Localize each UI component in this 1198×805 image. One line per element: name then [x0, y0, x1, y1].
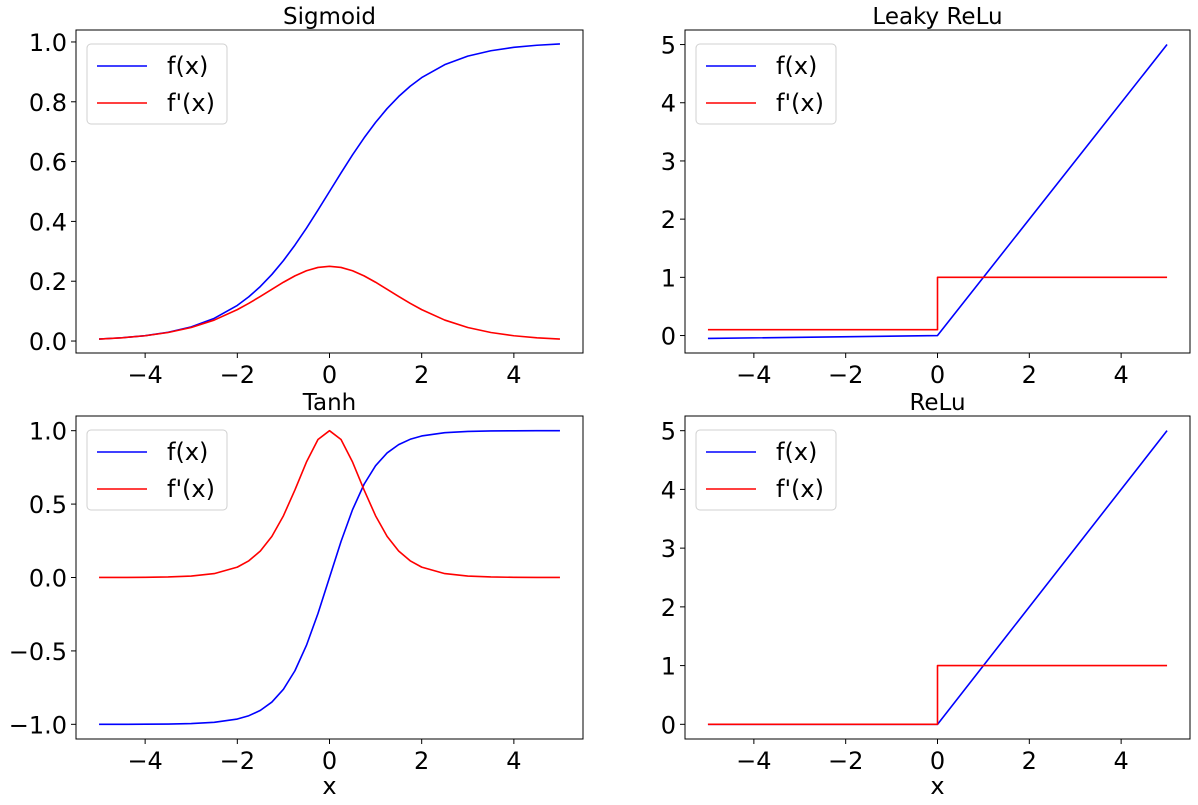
leaky-relu-y-tick-label: 4 — [661, 90, 676, 118]
tanh-series-f-x-line — [99, 429, 560, 726]
tanh-legend-label-f-x: f'(x) — [167, 475, 215, 503]
leaky-relu-legend-box — [695, 43, 837, 125]
leaky-relu-y-tick-label: 1 — [661, 264, 676, 292]
sigmoid-title: Sigmoid — [283, 4, 376, 30]
tanh-x-tick-label: −4 — [127, 747, 162, 775]
relu-legend-label-f-x: f(x) — [776, 438, 817, 466]
relu-legend-box — [695, 429, 837, 511]
leaky-relu-title: Leaky ReLu — [872, 4, 1002, 30]
tanh-y-tick-label: 0.0 — [29, 565, 67, 593]
leaky-relu-y-tick-label: 2 — [661, 206, 676, 234]
relu-y-tick-label: 0 — [661, 711, 676, 739]
tanh-series-f-x-line — [99, 429, 560, 579]
tanh-legend-label-f-x: f(x) — [167, 438, 208, 466]
sigmoid-legend-label-f-x: f(x) — [167, 52, 208, 80]
sigmoid-y-tick-label: 0.8 — [29, 89, 67, 117]
tanh-x-tick-label: 0 — [322, 747, 337, 775]
tanh-y-tick-label: −1.0 — [9, 711, 67, 739]
leaky-relu-legend-label-f-x: f(x) — [776, 52, 817, 80]
relu-x-tick-label: −4 — [736, 747, 771, 775]
relu-legend-label-f-x: f'(x) — [776, 475, 824, 503]
tanh-x-tick-label: −2 — [220, 747, 255, 775]
relu-series-f-x-line — [707, 664, 1168, 726]
leaky-relu-y-tick-label: 0 — [661, 323, 676, 351]
tanh-y-tick-label: 0.5 — [29, 491, 67, 519]
leaky-relu-x-tick-label: −2 — [828, 361, 863, 389]
relu-chart: ReLu −4 −2 0 2 4 0 1 2 3 4 5 x f(x) f'(x) — [661, 390, 1191, 800]
leaky-relu-legend: f(x) f'(x) — [695, 43, 837, 125]
tanh-legend: f(x) f'(x) — [86, 429, 228, 511]
relu-x-tick-label: 2 — [1022, 747, 1037, 775]
leaky-relu-y-tick-label: 5 — [661, 32, 676, 60]
sigmoid-x-tick-label: −4 — [127, 361, 162, 389]
sigmoid-chart: Sigmoid −4 −2 0 2 4 0.0 0.2 0.4 0.6 0.8 1.0 f(x) f'(x… — [29, 4, 584, 389]
leaky-relu-x-tick-label: 2 — [1022, 361, 1037, 389]
relu-legend: f(x) f'(x) — [695, 429, 837, 511]
leaky-relu-x-tick-label: −4 — [736, 361, 771, 389]
sigmoid-y-tick-label: 0.4 — [29, 208, 67, 236]
tanh-y-tick-label: −0.5 — [9, 638, 67, 666]
relu-x-tick-label: 4 — [1113, 747, 1128, 775]
sigmoid-x-tick-label: −2 — [220, 361, 255, 389]
sigmoid-y-tick-label: 1.0 — [29, 29, 67, 57]
tanh-x-axis-label: x — [322, 772, 336, 800]
tanh-title: Tanh — [302, 390, 357, 416]
leaky-relu-y-tick-label: 3 — [661, 148, 676, 176]
leaky-relu-x-tick-label: 4 — [1113, 361, 1128, 389]
sigmoid-x-tick-label: 2 — [414, 361, 429, 389]
relu-y-tick-label: 1 — [661, 653, 676, 681]
tanh-legend-box — [86, 429, 228, 511]
sigmoid-legend-box — [86, 43, 228, 125]
leaky-relu-x-tick-label: 0 — [930, 361, 945, 389]
sigmoid-y-tick-label: 0.0 — [29, 328, 67, 356]
leaky-relu-series-f-x-line — [707, 276, 1168, 331]
relu-y-tick-label: 2 — [661, 594, 676, 622]
sigmoid-y-tick-label: 0.6 — [29, 149, 67, 177]
sigmoid-legend: f(x) f'(x) — [86, 43, 228, 125]
sigmoid-y-tick-label: 0.2 — [29, 268, 67, 296]
relu-x-axis-label: x — [930, 772, 944, 800]
sigmoid-series-f-x-line — [99, 43, 560, 340]
tanh-chart: Tanh −4 −2 0 2 4 −1.0 −0.5 0.0 0.5 1.0 x f(x) f'(x) — [9, 390, 584, 800]
relu-x-tick-label: −2 — [828, 747, 863, 775]
leaky-relu-series-f-x-line — [707, 44, 1168, 340]
tanh-x-tick-label: 4 — [506, 747, 521, 775]
leaky-relu-chart: Leaky ReLu −4 −2 0 2 4 0 1 2 3 4 5 f(x) f'(x) — [661, 4, 1191, 389]
sigmoid-x-tick-label: 4 — [506, 361, 521, 389]
relu-x-tick-label: 0 — [930, 747, 945, 775]
sigmoid-x-tick-label: 0 — [322, 361, 337, 389]
sigmoid-series-f-x-line — [99, 265, 560, 340]
relu-y-tick-label: 5 — [661, 418, 676, 446]
relu-y-tick-label: 3 — [661, 535, 676, 563]
relu-y-tick-label: 4 — [661, 476, 676, 504]
tanh-x-tick-label: 2 — [414, 747, 429, 775]
relu-title: ReLu — [909, 390, 965, 416]
leaky-relu-legend-label-f-x: f'(x) — [776, 89, 824, 117]
sigmoid-legend-label-f-x: f'(x) — [167, 89, 215, 117]
tanh-y-tick-label: 1.0 — [29, 418, 67, 446]
